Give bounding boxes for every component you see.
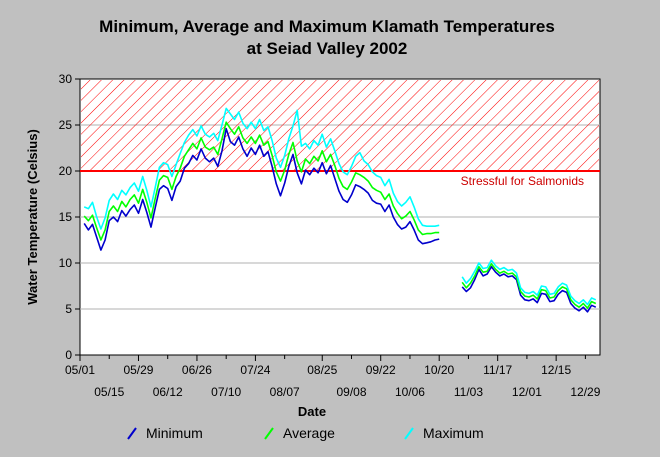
y-tick-label: 5 [65,302,72,316]
y-tick-label: 30 [59,72,73,86]
legend-swatch-average [264,427,274,440]
legend-label-minimum: Minimum [146,425,203,441]
legend: Minimum Average Maximum [127,425,484,441]
threshold-label: Stressful for Salmonids [461,174,584,188]
x-tick-label: 11/03 [454,385,483,399]
chart-title-line1: Minimum, Average and Maximum Klamath Tem… [99,17,555,36]
legend-swatch-maximum [404,427,414,440]
x-tick-label: 12/15 [541,363,571,377]
series-line-average [461,263,597,309]
x-tick-label: 05/01 [65,363,95,377]
x-tick-label: 12/29 [570,385,600,399]
x-tick-label: 07/10 [211,385,241,399]
y-axis-label: Water Temperature (Celsius) [25,129,40,305]
x-tick-label: 05/15 [94,385,124,399]
x-tick-label: 12/01 [512,385,542,399]
legend-swatch-minimum [127,427,137,440]
series-line-minimum [83,127,440,251]
legend-label-maximum: Maximum [423,425,484,441]
x-tick-label: 07/24 [240,363,270,377]
series-line-maximum [461,259,597,306]
x-axis-label: Date [298,404,326,419]
y-tick-label: 25 [59,118,73,132]
x-tick-label: 11/17 [483,363,512,377]
chart-title-line2: at Seiad Valley 2002 [247,39,408,58]
y-tick-label: 20 [59,164,73,178]
x-tick-label: 09/22 [366,363,396,377]
x-tick-label: 09/08 [336,385,366,399]
x-tick-label: 08/07 [270,385,300,399]
y-tick-label: 0 [65,348,72,362]
series-line-minimum [461,265,597,313]
series-lines [83,107,597,313]
y-tick-label: 10 [59,256,73,270]
x-tick-label: 05/29 [123,363,153,377]
series-line-maximum [83,107,440,230]
x-tick-label: 08/25 [307,363,337,377]
axes: 0 5 10 15 20 25 30 05/01 05/29 06/26 07/24 08/25 09/… [59,72,601,399]
x-tick-label: 10/20 [424,363,454,377]
y-tick-label: 15 [59,210,73,224]
x-tick-label: 10/06 [395,385,425,399]
legend-label-average: Average [283,425,335,441]
x-tick-label: 06/26 [182,363,212,377]
series-line-average [83,121,440,241]
stress-zone-hatch [81,80,599,171]
x-tick-label: 06/12 [153,385,183,399]
